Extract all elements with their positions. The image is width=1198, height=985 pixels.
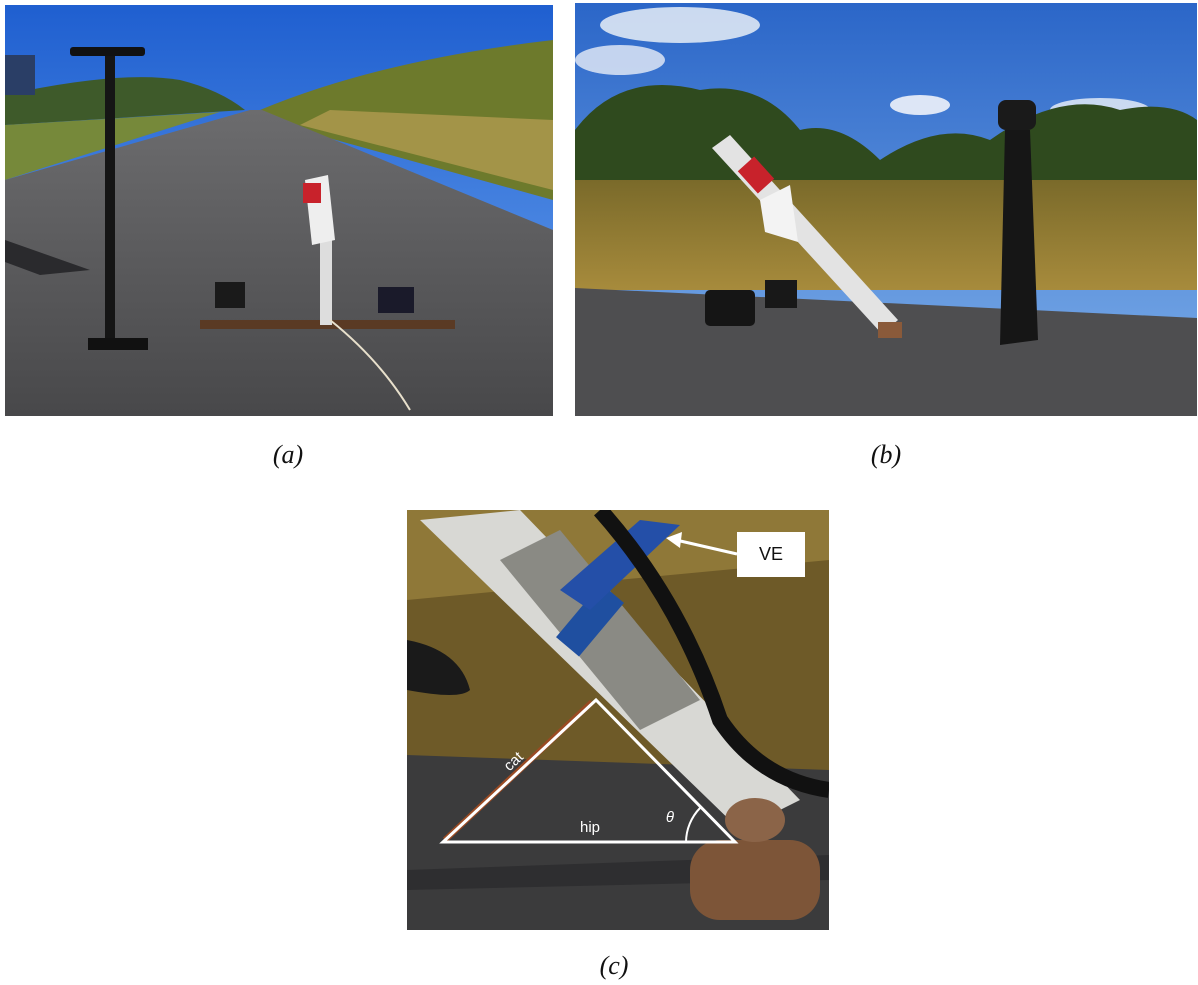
photo-shape xyxy=(303,183,321,203)
photo-shape xyxy=(215,282,245,308)
photo-shape xyxy=(575,180,1197,290)
photo-shape xyxy=(765,280,797,308)
photo-shape xyxy=(600,7,760,43)
figure: (a) (b) xyxy=(0,0,1198,985)
photo-shape xyxy=(725,798,785,842)
photo-shape xyxy=(690,840,820,920)
panel-label: (b) xyxy=(871,440,901,469)
photo-shape xyxy=(378,287,414,313)
photo-shape xyxy=(575,45,665,75)
photo-shape xyxy=(320,240,332,325)
photo-shape xyxy=(890,95,950,115)
page: (a) (b) xyxy=(0,0,1198,985)
panel-label: (c) xyxy=(600,951,629,980)
photo-shape xyxy=(105,52,115,347)
photo-b xyxy=(575,3,1197,416)
angle-label: θ xyxy=(666,809,674,826)
photo-shape xyxy=(878,322,902,338)
photo-c xyxy=(407,510,829,930)
photo-shape xyxy=(88,338,148,350)
panel-label: (a) xyxy=(273,440,303,469)
side-label: hip xyxy=(580,819,600,836)
photo-shape xyxy=(5,55,35,95)
photo-shape xyxy=(70,47,145,56)
photo-a xyxy=(5,5,553,416)
callout-label: VE xyxy=(759,544,783,564)
photo-shape xyxy=(705,290,755,326)
photo-shape xyxy=(998,100,1036,130)
